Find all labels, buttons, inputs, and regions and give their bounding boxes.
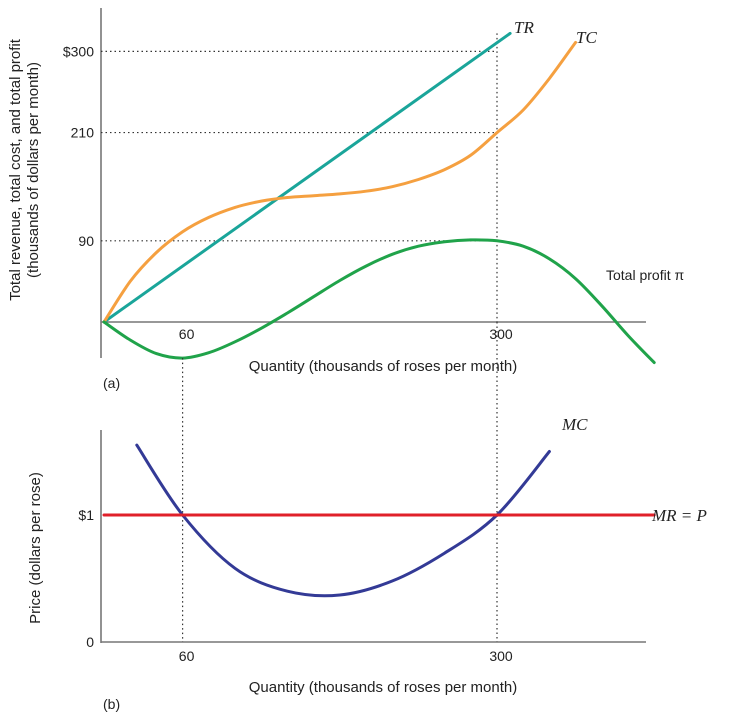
panel-a-y-tick-label: $300: [63, 43, 94, 59]
panel-b-y-tick-label: $1: [78, 507, 94, 523]
panel-b-x-tick-label: 60: [179, 648, 195, 664]
panel-b-x-axis-label: Quantity (thousands of roses per month): [249, 679, 517, 696]
tc-curve-label: TC: [576, 28, 597, 47]
panel-a-y-axis-label-line2: (thousands of dollars per month): [25, 62, 42, 278]
panel-b-guide-lines: [182, 322, 498, 642]
panel-a-label: (a): [103, 375, 120, 391]
panel-b-x-tick-label: 300: [489, 648, 513, 664]
tr-curve-label: TR: [514, 18, 534, 37]
panel-b-series: [102, 443, 656, 598]
panel-a-x-tick-label: 60: [179, 326, 195, 342]
mr-p-curve-label: MR = P: [651, 506, 707, 525]
panel-a-series: [102, 31, 656, 365]
mc-curve-label: MC: [561, 415, 588, 434]
panel-a-x-axis-label: Quantity (thousands of roses per month): [249, 358, 517, 375]
panel-a-y-tick-label: 210: [71, 125, 95, 141]
panel-b-x-ticks: 60 300: [179, 648, 513, 664]
panel-b-y-tick-label: 0: [86, 634, 94, 650]
total-profit-curve-label: Total profit π: [606, 267, 684, 283]
panel-a: 90 210 $300 60 300 Quantity (thousands of r…: [7, 8, 684, 391]
tc-curve: [102, 40, 578, 324]
panel-b-y-ticks: 0 $1: [78, 507, 94, 650]
panel-a-y-tick-label: 90: [78, 233, 94, 249]
mc-curve: [135, 443, 551, 598]
panel-a-x-ticks: 60 300: [179, 326, 513, 342]
panel-a-y-ticks: 90 210 $300: [63, 43, 94, 248]
total-profit-curve: [102, 238, 656, 365]
panel-a-x-tick-label: 300: [489, 326, 513, 342]
panel-b: 0 $1 60 300 Quantity (thousands of roses p…: [27, 322, 707, 712]
panel-b-label: (b): [103, 696, 120, 712]
tr-curve: [102, 31, 512, 324]
panel-b-y-axis-label: Price (dollars per rose): [27, 472, 44, 624]
panel-a-guide-lines: [101, 33, 498, 322]
panel-a-y-axis-label-line1: Total revenue, total cost, and total pro…: [7, 38, 24, 301]
